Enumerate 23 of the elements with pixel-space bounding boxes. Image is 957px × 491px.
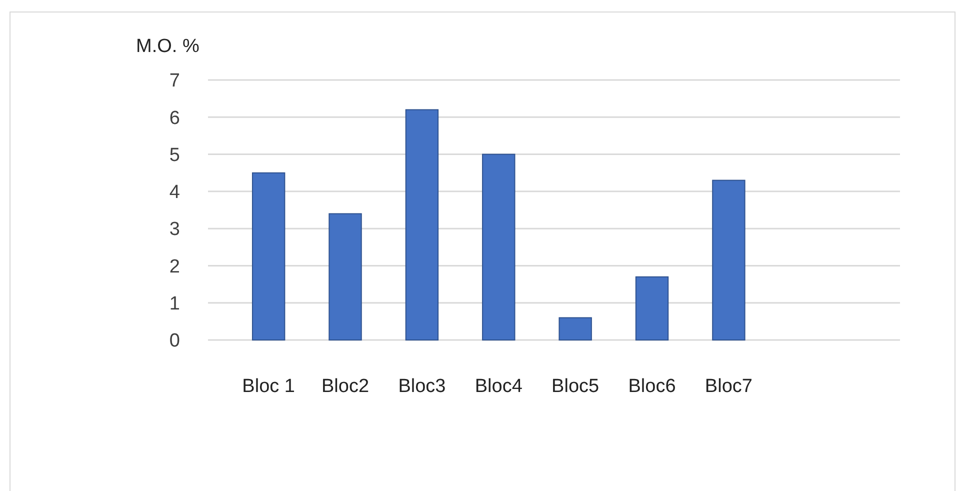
bar [558, 317, 592, 340]
y-tick-label: 5 [169, 144, 180, 166]
bar [482, 154, 516, 340]
y-tick-label: 3 [169, 219, 180, 240]
bar [712, 180, 746, 340]
y-tick-label: 1 [169, 294, 180, 315]
x-tick-label: Bloc2 [322, 376, 370, 397]
x-tick-label: Bloc5 [552, 376, 600, 397]
bar [328, 213, 362, 340]
y-axis-title: M.O. % [136, 36, 200, 57]
x-tick-label: Bloc3 [398, 376, 446, 397]
bar [405, 109, 439, 340]
x-tick-label: Bloc7 [704, 376, 752, 397]
x-tick-label: Bloc 1 [242, 376, 295, 397]
x-tick-label: Bloc6 [628, 376, 676, 397]
y-tick-label: 2 [169, 256, 180, 278]
y-tick-label: 6 [169, 108, 180, 129]
x-tick-label: Bloc4 [474, 376, 523, 397]
bar [252, 172, 286, 340]
y-tick-label: 4 [169, 182, 180, 204]
y-tick-label: 0 [169, 330, 180, 352]
bar [635, 276, 669, 340]
y-tick-label: 7 [169, 70, 180, 92]
